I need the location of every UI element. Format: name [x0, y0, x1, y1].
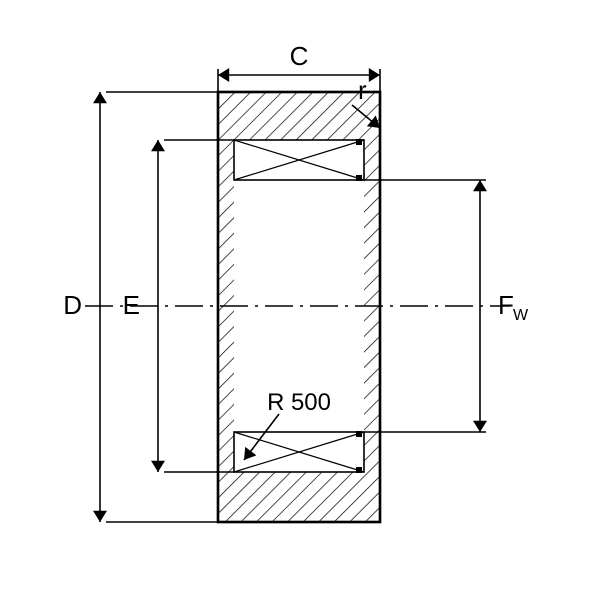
label-D: D [63, 290, 82, 320]
label-r: r [358, 75, 367, 105]
label-Fw-sub: W [513, 307, 529, 324]
label-R500: R 500 [267, 389, 331, 416]
label-Fw: F [498, 290, 514, 320]
bearing-diagram: D E FW Cr R 500 [0, 0, 600, 600]
label-E: E [123, 290, 140, 320]
label-C: C [290, 41, 309, 71]
